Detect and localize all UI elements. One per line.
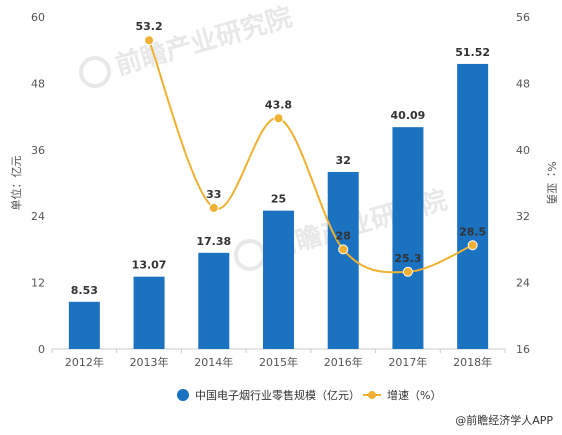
x-tick-label: 2013年 bbox=[130, 355, 169, 369]
growth-point bbox=[402, 266, 413, 277]
x-tick-label: 2014年 bbox=[194, 355, 233, 369]
legend-line-marker bbox=[368, 391, 376, 399]
bar bbox=[198, 252, 230, 349]
x-tick-label: 2015年 bbox=[259, 355, 298, 369]
watermark-logo-top: 前瞻产业研究院 bbox=[79, 1, 296, 88]
watermark-text-top: 前瞻产业研究院 bbox=[112, 1, 296, 81]
bar bbox=[133, 276, 165, 349]
growth-value-label: 53.2 bbox=[136, 20, 163, 33]
right-tick-label: 16 bbox=[516, 343, 530, 356]
legend: 中国电子烟行业零售规模（亿元） 增速（%） bbox=[177, 388, 441, 402]
bar-value-label: 8.53 bbox=[71, 284, 98, 297]
left-axis-ticks: 0 12 24 36 48 60 bbox=[31, 11, 45, 356]
x-tick-label: 2017年 bbox=[388, 355, 427, 369]
right-tick-label: 32 bbox=[516, 210, 530, 223]
bar-value-label: 32 bbox=[336, 154, 351, 167]
bar-series bbox=[68, 63, 489, 349]
legend-bar-marker bbox=[177, 389, 189, 401]
line-series bbox=[144, 35, 478, 277]
right-tick-label: 48 bbox=[516, 77, 530, 90]
growth-point bbox=[144, 35, 155, 46]
legend-line-label: 增速（%） bbox=[387, 388, 441, 402]
left-tick-label: 60 bbox=[31, 11, 45, 24]
bar bbox=[68, 301, 100, 349]
x-axis-ticks: 2012年 2013年 2014年 2015年 2016年 2017年 2018年 bbox=[51, 349, 506, 369]
x-tick-label: 2012年 bbox=[65, 355, 104, 369]
source-credit: @前瞻经济学人APP bbox=[455, 413, 553, 427]
growth-value-label: 33 bbox=[206, 188, 221, 201]
data-labels: 8.53 13.07 17.38 25 32 40.09 51.52 53.2 33 43.8 28… bbox=[71, 20, 490, 297]
bar-value-label: 13.07 bbox=[132, 259, 167, 272]
bar bbox=[457, 63, 489, 349]
left-tick-label: 48 bbox=[31, 77, 45, 90]
right-axis-title: %：亚勇 bbox=[545, 161, 558, 204]
right-tick-label: 40 bbox=[516, 144, 530, 157]
x-tick-label: 2018年 bbox=[453, 355, 492, 369]
growth-point bbox=[208, 202, 219, 213]
left-tick-label: 36 bbox=[31, 144, 45, 157]
left-tick-label: 12 bbox=[31, 277, 45, 290]
left-tick-label: 0 bbox=[38, 343, 45, 356]
right-axis-ticks: 16 24 32 40 48 56 bbox=[516, 11, 530, 356]
growth-value-label: 43.8 bbox=[265, 98, 292, 111]
bar-value-label: 40.09 bbox=[391, 109, 426, 122]
bar-value-label: 25 bbox=[271, 193, 286, 206]
left-tick-label: 24 bbox=[31, 210, 45, 223]
left-axis-title: 单位：亿元 bbox=[9, 156, 23, 211]
right-tick-label: 24 bbox=[516, 277, 530, 290]
bar bbox=[392, 127, 424, 349]
growth-point bbox=[338, 244, 349, 255]
bar-value-label: 51.52 bbox=[455, 46, 490, 59]
growth-value-label: 28.5 bbox=[459, 225, 486, 238]
bar-value-label: 17.38 bbox=[196, 235, 231, 248]
growth-value-label: 28 bbox=[336, 229, 351, 242]
x-tick-label: 2016年 bbox=[324, 355, 363, 369]
bar bbox=[263, 210, 294, 349]
legend-bar-label: 中国电子烟行业零售规模（亿元） bbox=[195, 388, 360, 402]
growth-point bbox=[273, 113, 284, 124]
right-tick-label: 56 bbox=[516, 11, 530, 24]
growth-point bbox=[467, 240, 478, 251]
growth-value-label: 25.3 bbox=[394, 252, 421, 265]
